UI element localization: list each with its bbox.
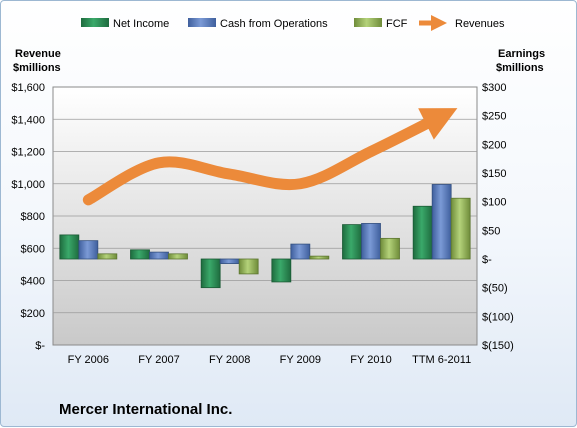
left-tick-label: $1,200 (11, 147, 45, 159)
right-tick-label: $150 (482, 168, 506, 180)
legend-label-net-income: Net Income (113, 18, 169, 30)
left-tick-label: $1,000 (11, 179, 45, 191)
legend: Net Income Cash from Operations FCF Reve… (81, 14, 505, 32)
fcf-bar (238, 258, 259, 275)
left-tick-label: $600 (21, 243, 45, 255)
category-label: FY 2007 (138, 354, 179, 366)
category-label: TTM 6-2011 (412, 354, 471, 366)
right-tick-label: $300 (482, 82, 506, 94)
left-axis-ticks: $- $200 $400 $600 $800 $1,000 $1,200 $1,400 $1,6… (11, 82, 45, 352)
legend-swatch-cash-from-operations (188, 18, 216, 27)
left-tick-label: $1,600 (11, 82, 45, 94)
fcf-bar (309, 255, 330, 260)
left-tick-label: $1,400 (11, 114, 45, 126)
fcf-bar (168, 253, 188, 260)
revenue-line (82, 108, 458, 206)
net-income-bar (412, 205, 433, 260)
right-axis-ticks: $(150) $(100) $(50) $- $50 $100 $150 $200 $250 $3… (482, 82, 514, 352)
right-tick-label: $- (482, 254, 492, 266)
category-label: FY 2009 (280, 354, 321, 366)
left-tick-label: $400 (21, 276, 45, 288)
fcf-bar (450, 197, 471, 260)
fcf-bar (97, 253, 118, 260)
right-axis-title-line1: Earnings (498, 48, 545, 60)
category-label: FY 2010 (350, 354, 391, 366)
right-tick-label: $50 (482, 225, 500, 237)
cash-from-operations-bar (431, 184, 452, 260)
net-income-bar (342, 224, 362, 260)
right-tick-label: $200 (482, 139, 506, 151)
fcf-bar (380, 237, 400, 260)
bars (59, 184, 471, 289)
category-label: FY 2006 (68, 354, 109, 366)
chart-title: Mercer International Inc. (59, 401, 232, 418)
right-axis-title-line2: $millions (496, 62, 544, 74)
legend-label-fcf: FCF (386, 18, 408, 30)
cash-from-operations-bar (219, 258, 240, 264)
legend-swatch-fcf (354, 18, 382, 27)
revenues-line (82, 108, 458, 206)
category-labels: FY 2006 FY 2007 FY 2008 FY 2009 FY 2010 TTM 6… (68, 354, 472, 366)
left-tick-label: $200 (21, 308, 45, 320)
right-tick-label: $250 (482, 111, 506, 123)
left-tick-label: $- (35, 340, 45, 352)
left-axis-title-line1: Revenue (15, 48, 61, 60)
net-income-bar (130, 249, 150, 260)
net-income-bar (200, 258, 221, 289)
left-axis-title-line2: $millions (13, 62, 61, 74)
legend-label-cash-from-operations: Cash from Operations (220, 18, 328, 30)
cash-from-operations-bar (361, 223, 381, 260)
right-tick-label: $(100) (482, 311, 514, 323)
left-tick-label: $800 (21, 211, 45, 223)
cash-from-operations-bar (149, 251, 169, 260)
cash-from-operations-bar (290, 243, 311, 260)
cash-from-operations-bar (78, 240, 99, 260)
net-income-bar (271, 258, 292, 283)
right-tick-label: $(150) (482, 340, 514, 352)
right-tick-label: $(50) (482, 283, 508, 295)
legend-swatch-net-income (81, 18, 109, 27)
category-label: FY 2008 (209, 354, 250, 366)
net-income-bar (59, 234, 80, 260)
legend-label-revenues: Revenues (455, 18, 505, 30)
right-tick-label: $100 (482, 197, 506, 209)
